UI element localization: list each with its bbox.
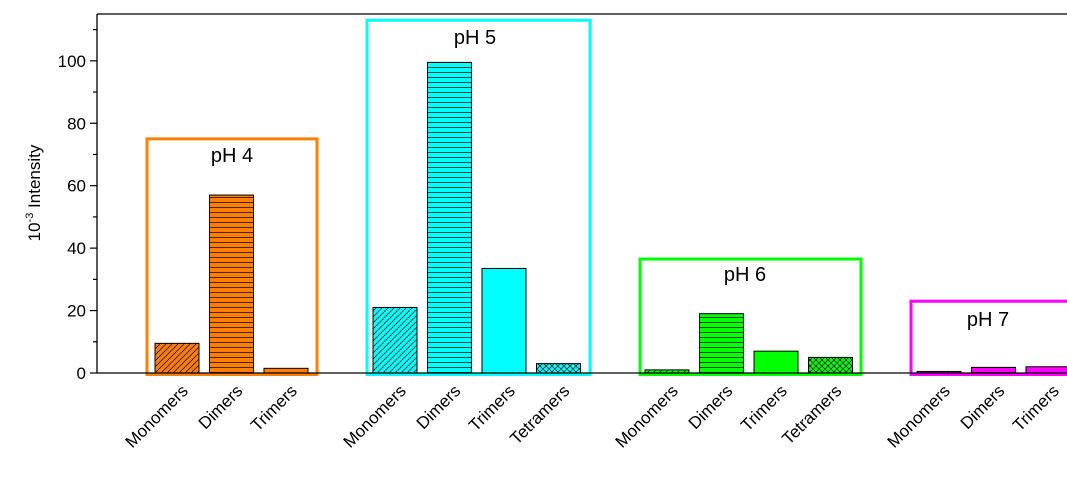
bar-dimers-ph4 [209,194,254,374]
bar-dimers-ph6 [699,313,744,374]
group-label: pH 7 [967,309,1009,331]
category-label: Monomers [612,381,682,451]
category-label: Monomers [340,381,410,451]
category-label: Trimers [737,381,791,435]
category-label: Dimers [195,381,247,433]
bar-trimers-ph6 [753,350,799,374]
bar-trimers-ph5 [481,267,527,374]
y-tick-label: 0 [77,364,86,383]
category-label: Dimers [413,381,465,433]
y-tick-label: 60 [67,177,86,196]
y-tick-label: 40 [67,239,86,258]
y-tick-label: 20 [67,302,86,321]
category-label: Dimers [957,381,1009,433]
group-ph-4: Monomers Dimers Trimers pH 4 [122,137,319,452]
category-label: Trimers [465,381,519,435]
y-axis-title-superscript: -3 [24,213,36,223]
bar-tetramers-ph5 [536,363,581,374]
y-ticks: 0 20 40 60 80 100 [58,29,97,383]
bar-trimers-ph4 [263,367,309,374]
bar-trimers-ph7 [1025,366,1067,374]
group-box [365,18,592,377]
bar-tetramers-ph6 [808,356,853,374]
category-label: Dimers [685,381,737,433]
group-box [145,137,319,376]
bar-monomers-ph5 [372,306,418,374]
category-label: Monomers [884,381,954,451]
group-label: pH 4 [211,145,253,167]
category-label: Monomers [122,381,192,451]
group-label: pH 5 [454,27,496,49]
group-box [638,257,863,376]
category-label: Tetramers [506,381,573,448]
group-label: pH 6 [724,264,766,286]
y-tick-label: 100 [58,52,86,71]
category-label: Tetramers [778,381,845,448]
category-label: Trimers [1009,381,1063,435]
y-axis-title-suffix: Intensity [25,144,44,213]
axes [96,13,1067,374]
category-label: Trimers [247,381,301,435]
y-axis-title-base: 10 [25,222,44,241]
bar-monomers-ph4 [154,342,200,374]
bar-dimers-ph7 [971,366,1016,374]
group-box [909,299,1067,377]
bar-dimers-ph5 [427,61,472,374]
group-ph-7: Monomers Dimers Trimers pH 7 [884,299,1067,452]
y-tick-label: 80 [67,114,86,133]
y-axis-title: 10-3 Intensity [24,144,44,241]
